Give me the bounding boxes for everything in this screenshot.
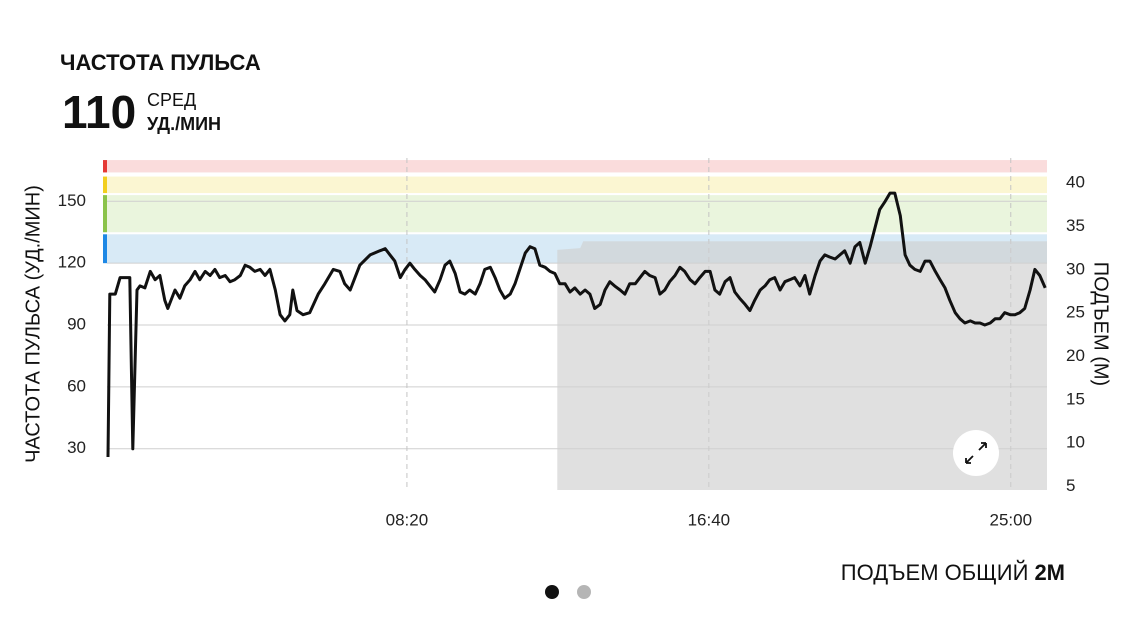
y-tick-label: 60 <box>67 376 86 395</box>
y-tick-label: 120 <box>58 253 86 272</box>
x-tick-label: 25:00 <box>989 510 1032 529</box>
avg-value: 110 <box>62 86 136 138</box>
y2-tick-label: 35 <box>1066 216 1085 235</box>
y2-tick-label: 40 <box>1066 173 1085 192</box>
avg-unit: УД./МИН <box>147 114 221 134</box>
y-tick-label: 150 <box>58 191 86 210</box>
y2-tick-label: 30 <box>1066 259 1085 278</box>
zone-marker <box>103 160 107 173</box>
footer-value: 2М <box>1034 560 1065 585</box>
y-tick-label: 30 <box>67 438 86 457</box>
zone-band <box>107 176 1047 194</box>
zone-marker <box>103 195 107 233</box>
zone-marker <box>103 234 107 264</box>
collapse-button[interactable] <box>953 430 999 476</box>
x-tick-label: 16:40 <box>688 510 731 529</box>
zone-band <box>107 195 1047 233</box>
y2-tick-label: 15 <box>1066 389 1085 408</box>
elevation-area <box>557 241 1047 490</box>
y-tick-label: 90 <box>67 315 86 334</box>
y2-tick-label: 5 <box>1066 476 1075 495</box>
zone-marker <box>103 176 107 194</box>
zone-band <box>107 160 1047 173</box>
y2-axis-label: ПОДЪЕМ (М) <box>1090 262 1112 386</box>
y2-tick-label: 20 <box>1066 346 1085 365</box>
plot: 30 60 90 120 150 5 10 15 20 25 30 35 40 08:20 16:40 25:… <box>58 158 1085 529</box>
footer: ПОДЪЕМ ОБЩИЙ 2М <box>841 560 1065 585</box>
y2-tick-label: 10 <box>1066 433 1085 452</box>
page-dot-active[interactable] <box>545 585 559 599</box>
heart-rate-line <box>106 191 1047 458</box>
footer-label: ПОДЪЕМ ОБЩИЙ <box>841 560 1029 585</box>
title: ЧАСТОТА ПУЛЬСА <box>60 50 261 75</box>
y-axis-label: ЧАСТОТА ПУЛЬСА (УД./МИН) <box>22 185 44 463</box>
y2-tick-label: 25 <box>1066 303 1085 322</box>
collapse-icon <box>965 442 987 464</box>
page-dot[interactable] <box>577 585 591 599</box>
avg-label: СРЕД <box>147 90 196 110</box>
x-tick-label: 08:20 <box>386 510 429 529</box>
collapse-button-bg[interactable] <box>953 430 999 476</box>
